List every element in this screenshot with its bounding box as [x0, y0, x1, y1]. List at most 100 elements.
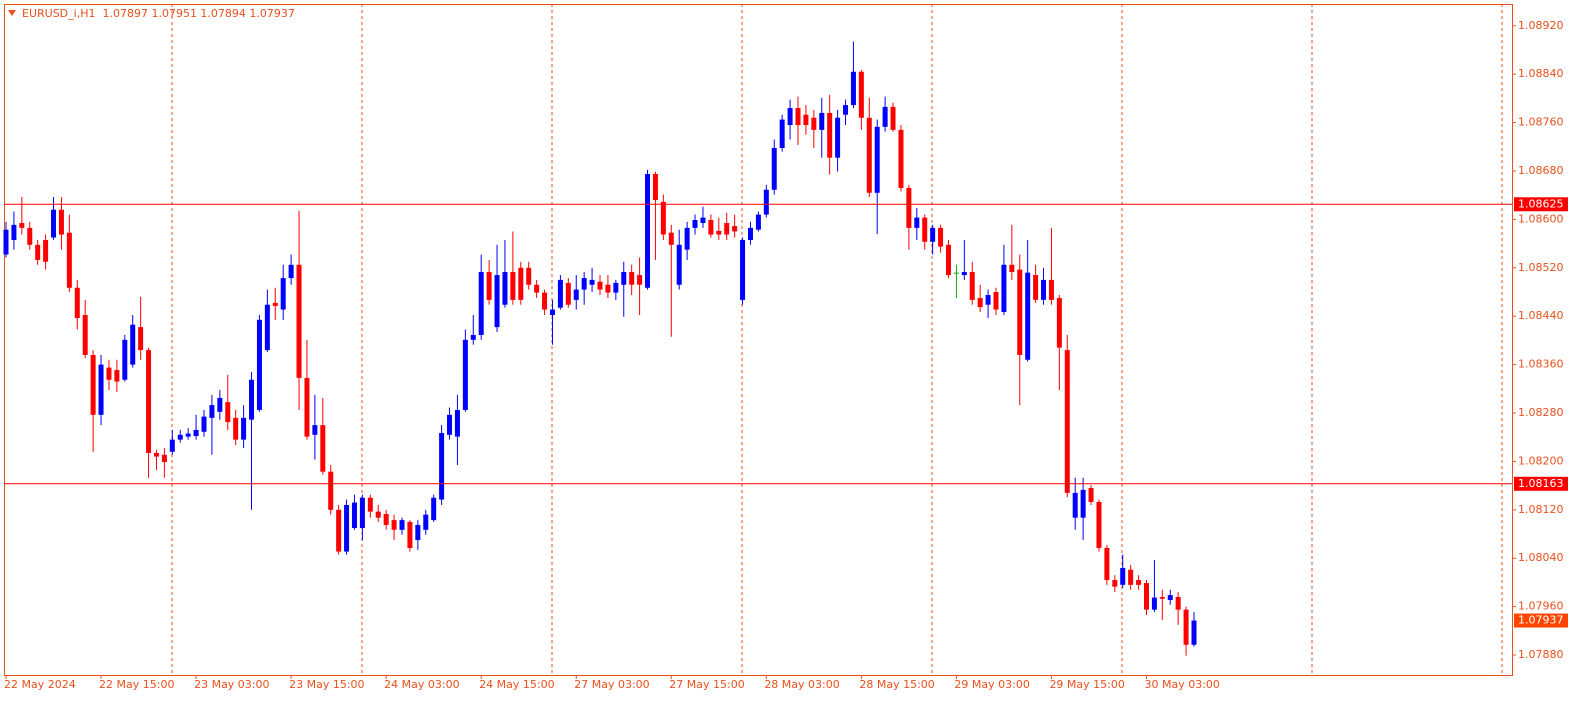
candle-body — [169, 439, 175, 452]
candle-body — [241, 417, 247, 440]
candle-body — [843, 105, 849, 115]
candle-body — [367, 497, 373, 512]
candle-body — [264, 304, 270, 351]
y-tick-label: 1.08600 — [1518, 212, 1564, 225]
candle-body — [645, 174, 651, 288]
candle-body — [1017, 269, 1023, 355]
horizontal-line-label-box — [1514, 197, 1568, 212]
candle-body — [336, 509, 342, 552]
candle-body — [1064, 350, 1070, 493]
candle-body — [256, 319, 262, 410]
x-tick-label: 23 May 03:00 — [194, 678, 269, 691]
candle-body — [399, 520, 405, 530]
candle-body — [280, 278, 286, 310]
horizontal-line-label: 1.08625 — [1518, 197, 1564, 210]
candle-body — [114, 370, 120, 382]
candle-body — [914, 217, 920, 228]
candle-body — [486, 272, 492, 300]
candle-body — [359, 497, 365, 528]
candle-body — [454, 409, 460, 437]
candle-body — [1120, 567, 1126, 585]
candle-body — [874, 126, 880, 193]
candle-body — [312, 425, 318, 435]
candle-body — [296, 264, 302, 378]
y-tick-label: 1.08120 — [1518, 503, 1564, 516]
y-tick-label: 1.08280 — [1518, 406, 1564, 419]
candle-body — [1088, 488, 1094, 502]
current-price-label: 1.07937 — [1518, 614, 1564, 627]
candle-body — [549, 309, 555, 315]
y-tick-label: 1.08680 — [1518, 164, 1564, 177]
candle-body — [1001, 264, 1007, 312]
candle-body — [605, 284, 611, 293]
x-tick-label: 24 May 03:00 — [384, 678, 459, 691]
horizontal-line-label: 1.08163 — [1518, 477, 1564, 490]
candle-body — [51, 209, 57, 238]
x-tick-label: 27 May 03:00 — [574, 678, 649, 691]
candle-body — [122, 339, 128, 380]
candle-body — [629, 272, 635, 285]
candle-body — [1136, 580, 1142, 585]
candle-body — [106, 367, 112, 380]
candle-body — [82, 314, 88, 355]
candle-body — [1041, 279, 1047, 300]
plot-frame — [4, 4, 1513, 676]
y-tick-label: 1.07960 — [1518, 600, 1564, 613]
x-tick-label: 22 May 15:00 — [99, 678, 174, 691]
y-tick-label: 1.08760 — [1518, 116, 1564, 129]
candle-body — [217, 397, 223, 412]
candle-body — [375, 511, 381, 518]
candle-body — [43, 239, 49, 262]
candle-body — [328, 471, 334, 510]
chart-title: EURUSD_i,H1 1.07897 1.07951 1.07894 1.07… — [22, 7, 295, 20]
candle-body — [763, 189, 769, 215]
candle-body — [225, 402, 231, 423]
candle-body — [565, 282, 571, 305]
candle-body — [787, 108, 793, 126]
candle-body — [621, 272, 627, 285]
candle-body — [431, 497, 437, 521]
candle-body — [835, 117, 841, 158]
candle-body — [288, 264, 294, 279]
x-tick-label: 23 May 15:00 — [289, 678, 364, 691]
y-tick-label: 1.08040 — [1518, 551, 1564, 564]
candle-body — [724, 223, 730, 235]
candle-body — [1072, 492, 1078, 518]
candle-body — [462, 339, 468, 410]
candle-body — [1112, 580, 1118, 587]
candle-body — [478, 272, 484, 335]
candle-body — [771, 148, 777, 190]
candle-body — [1151, 597, 1157, 610]
candle-body — [130, 324, 136, 365]
candle-body — [510, 272, 516, 300]
candle-body — [993, 292, 999, 310]
candle-body — [1175, 596, 1181, 610]
candle-body — [423, 514, 429, 530]
x-tick-label: 28 May 03:00 — [764, 678, 839, 691]
y-tick-label: 1.08840 — [1518, 67, 1564, 80]
candle-body — [27, 227, 33, 245]
candle-body — [858, 71, 864, 118]
candle-body — [819, 112, 825, 130]
candle-body — [1096, 501, 1102, 548]
candle-body — [470, 334, 476, 340]
candle-body — [676, 244, 682, 285]
candle-body — [58, 209, 64, 235]
candle-body — [35, 244, 41, 260]
candle-body — [98, 364, 104, 415]
candle-body — [344, 504, 350, 552]
candle-body — [652, 174, 658, 201]
candle-body — [906, 187, 912, 228]
candle-body — [1143, 583, 1149, 610]
candle-body — [138, 327, 144, 351]
candle-body — [439, 432, 445, 500]
candle-body — [898, 129, 904, 188]
candle-body — [19, 223, 25, 228]
candle-body — [11, 224, 17, 240]
candle-body — [502, 272, 508, 305]
candle-body — [1191, 620, 1197, 645]
collapse-arrow[interactable] — [8, 10, 16, 16]
candle-body — [249, 379, 255, 420]
